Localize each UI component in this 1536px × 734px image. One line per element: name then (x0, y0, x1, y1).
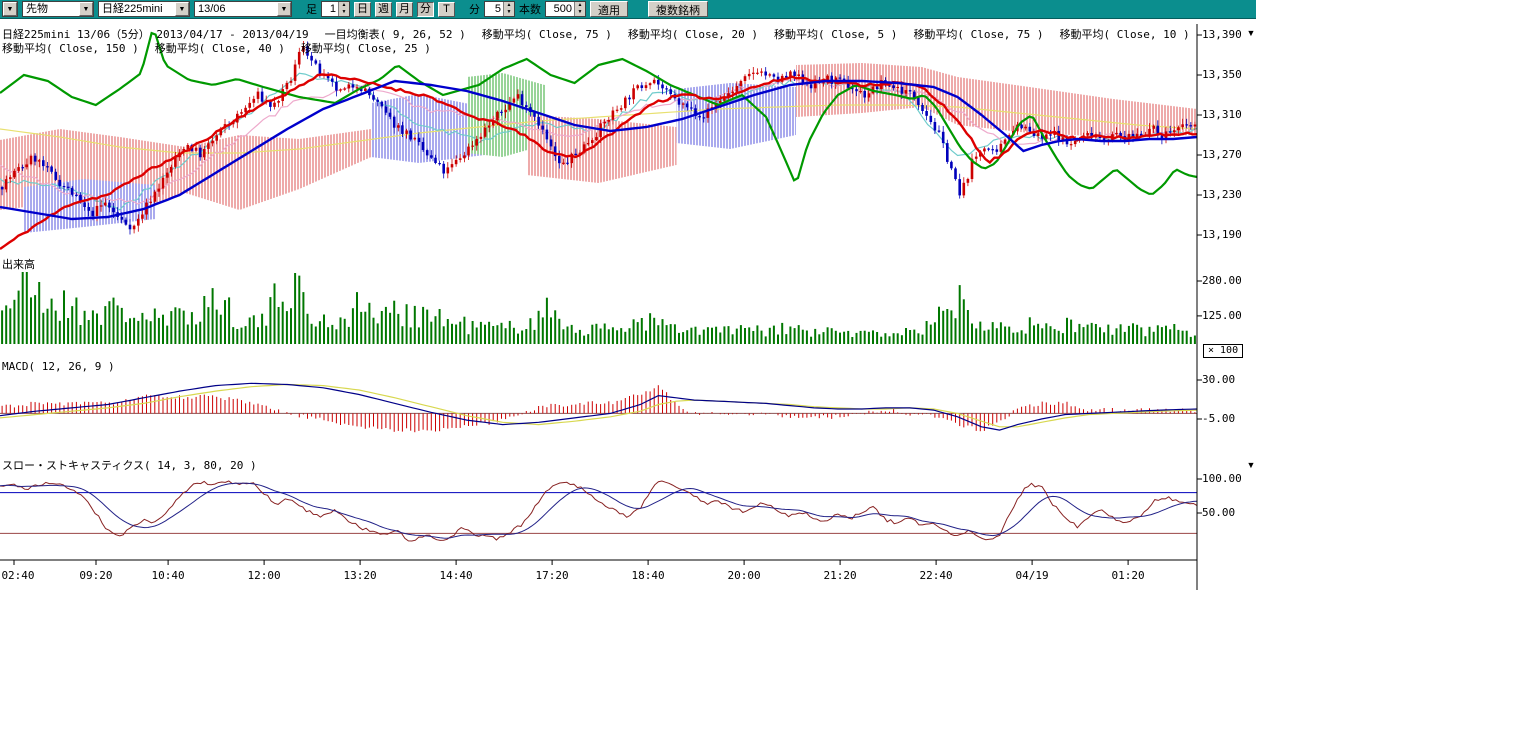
x-axis-label: 02:40 (0, 569, 42, 582)
y-axis-label: 13,390 (1202, 28, 1242, 41)
indicator-label: 移動平均( Close, 150 ) (2, 42, 139, 55)
y-axis-label: -5.00 (1202, 412, 1235, 425)
dropdown-arrow-icon[interactable]: ▼ (79, 2, 93, 16)
period-minute-button[interactable]: 分 (417, 2, 434, 17)
y-axis-label: 13,230 (1202, 188, 1242, 201)
y-axis-label: 13,270 (1202, 148, 1242, 161)
x-axis-labels: 02:40 09:20 10:40 12:00 13:20 14:40 17:20 18:40… (0, 569, 1256, 583)
indicator-label: 移動平均( Close, 20 ) (628, 28, 758, 41)
thick-ma-lines (0, 33, 1197, 249)
period-week-button[interactable]: 週 (375, 2, 392, 17)
volume-bars (2, 272, 1195, 344)
x-axis-label: 17:20 (528, 569, 576, 582)
symbol-dropdown-value: 日経225mini (99, 2, 175, 16)
y-axis-label: 30.00 (1202, 373, 1235, 386)
count-value: 500 (546, 2, 574, 16)
y-axis-labels: 13,390 13,350 13,310 13,270 13,230 13,190 280.… (1202, 0, 1256, 600)
bar-interval-value: 1 (322, 2, 338, 16)
x-axis-label: 04/19 (1008, 569, 1056, 582)
x-axis-label: 12:00 (240, 569, 288, 582)
x-axis-label: 22:40 (912, 569, 960, 582)
indicator-label: 移動平均( Close, 5 ) (774, 28, 897, 41)
minute-spinner[interactable]: 5 ▲▼ (484, 1, 515, 17)
x-axis-label: 01:20 (1104, 569, 1152, 582)
indicator-label: 移動平均( Close, 10 ) (1060, 28, 1190, 41)
period-tick-button[interactable]: T (438, 2, 455, 17)
spinner-up-icon[interactable]: ▲ (339, 2, 349, 9)
x-axis-label: 18:40 (624, 569, 672, 582)
count-label: 本数 (519, 1, 541, 17)
mini-dropdown[interactable]: ▼ (2, 1, 18, 17)
period-day-button[interactable]: 日 (354, 2, 371, 17)
main-toolbar: ▼ 先物 ▼ 日経225mini ▼ 13/06 ▼ 足 1 ▲▼ 日 週 月 … (0, 0, 1256, 19)
x-axis-label: 21:20 (816, 569, 864, 582)
indicator-label: 移動平均( Close, 75 ) (913, 28, 1043, 41)
pane-scroll-down-icon-bottom[interactable]: ▼ (1245, 459, 1257, 471)
spinner-up-icon[interactable]: ▲ (504, 2, 514, 9)
x-axis-label: 13:20 (336, 569, 384, 582)
spinner-down-icon[interactable]: ▼ (339, 9, 349, 16)
indicator-label: 移動平均( Close, 40 ) (155, 42, 285, 55)
chart-canvas[interactable] (0, 0, 1256, 600)
macd-pane-label: MACD( 12, 26, 9 ) (2, 360, 115, 373)
chart-header-line2: 移動平均( Close, 150 ) 移動平均( Close, 40 ) 移動平均(… (2, 40, 463, 56)
spinner-up-icon[interactable]: ▲ (575, 2, 585, 9)
period-month-button[interactable]: 月 (396, 2, 413, 17)
indicator-label: 移動平均( Close, 75 ) (482, 28, 612, 41)
minute-value: 5 (485, 2, 503, 16)
x-axis-label: 10:40 (144, 569, 192, 582)
pane-scroll-down-icon-top[interactable]: ▼ (1245, 27, 1257, 39)
spinner-down-icon[interactable]: ▼ (575, 9, 585, 16)
dropdown-arrow-icon[interactable]: ▼ (3, 2, 17, 16)
indicator-labels-line2: 移動平均( Close, 150 ) 移動平均( Close, 40 ) 移動平均(… (2, 42, 447, 55)
bar-type-label: 足 (306, 1, 317, 17)
volume-pane-label: 出来高 (2, 256, 35, 272)
stochastics-pane-label: スロー・ストキャスティクス( 14, 3, 80, 20 ) (2, 457, 257, 473)
y-axis-label: 100.00 (1202, 472, 1242, 485)
dropdown-arrow-icon[interactable]: ▼ (277, 2, 291, 16)
x-axis-label: 09:20 (72, 569, 120, 582)
minute-label: 分 (469, 1, 480, 17)
y-axis-label: 13,190 (1202, 228, 1242, 241)
spinner-down-icon[interactable]: ▼ (504, 9, 514, 16)
bar-interval-spinner[interactable]: 1 ▲▼ (321, 1, 350, 17)
x-axis-label: 14:40 (432, 569, 480, 582)
contract-dropdown[interactable]: 13/06 ▼ (194, 1, 292, 17)
apply-button[interactable]: 適用 (590, 1, 628, 17)
y-axis-label: 50.00 (1202, 506, 1235, 519)
ichimoku-cloud (0, 63, 1197, 233)
x-axis-label: 20:00 (720, 569, 768, 582)
stochastics-pane (0, 481, 1197, 541)
y-axis-label: 13,310 (1202, 108, 1242, 121)
contract-dropdown-value: 13/06 (195, 2, 277, 16)
multi-symbol-button[interactable]: 複数銘柄 (648, 1, 708, 17)
dropdown-arrow-icon[interactable]: ▼ (175, 2, 189, 16)
market-dropdown[interactable]: 先物 ▼ (22, 1, 94, 17)
macd-pane (0, 383, 1197, 432)
symbol-dropdown[interactable]: 日経225mini ▼ (98, 1, 190, 17)
volume-multiplier-badge: × 100 (1203, 344, 1243, 358)
count-spinner[interactable]: 500 ▲▼ (545, 1, 586, 17)
y-axis-label: 13,350 (1202, 68, 1242, 81)
y-axis-label: 280.00 (1202, 274, 1242, 287)
y-axis-label: 125.00 (1202, 309, 1242, 322)
market-dropdown-value: 先物 (23, 2, 79, 16)
indicator-label: 移動平均( Close, 25 ) (301, 42, 431, 55)
